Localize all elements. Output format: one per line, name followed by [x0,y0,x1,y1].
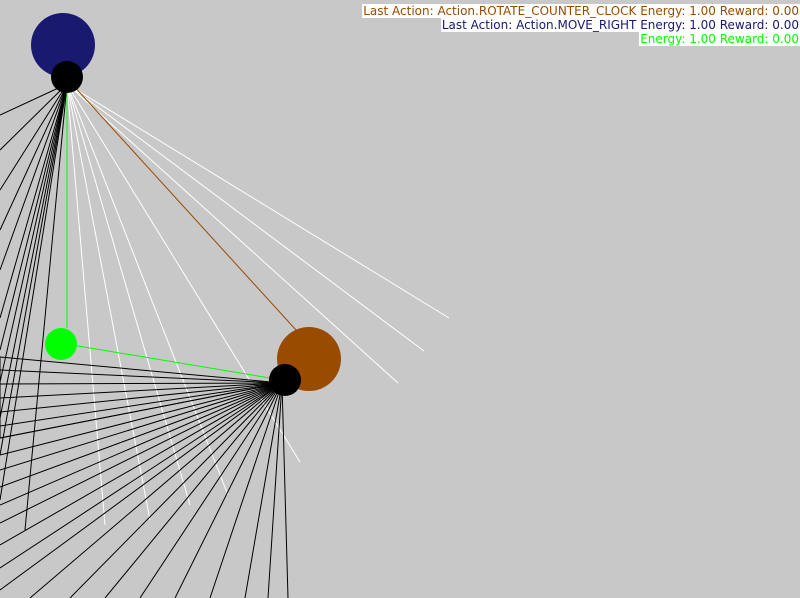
agent-sight-links [66,83,297,381]
vision-ray [24,83,68,531]
vision-ray [0,83,68,271]
green-sight-link [71,344,283,381]
vision-ray [66,83,151,521]
vision-ray [0,382,283,471]
vision-ray [0,83,68,151]
vision-ray [0,369,283,384]
vision-ray [0,83,68,351]
agent-status-hud: Last Action: Action.ROTATE_COUNTER_CLOCK… [362,0,800,46]
vision-ray [0,382,283,427]
vision-ray [139,382,283,598]
vision-ray [0,382,283,488]
vision-ray [66,83,399,384]
vision-ray [0,83,68,116]
vision-ray [69,382,283,598]
orange-agent-eye [269,364,301,396]
navy-agent-body [31,13,95,77]
vision-ray [0,382,283,439]
vision-ray [0,382,283,591]
orange-sight-link [71,83,297,331]
vision-ray [174,382,283,598]
vision-ray [66,83,191,506]
vision-ray [0,382,283,546]
vision-ray [244,382,283,598]
vision-ray [267,382,283,598]
navy-agent-status: Last Action: Action.MOVE_RIGHT Energy: 1… [440,18,800,32]
vision-ray [281,382,289,598]
vision-ray [0,83,68,319]
vision-ray [66,83,425,352]
vision-ray [66,83,301,463]
green-agent-status: Energy: 1.00 Reward: 0.00 [639,32,800,46]
vision-ray [0,382,283,456]
vision-ray [0,382,283,524]
vision-ray [104,382,283,598]
orange-agent-status: Last Action: Action.ROTATE_COUNTER_CLOCK… [362,4,800,18]
vision-ray [66,83,106,526]
vision-ray [0,83,68,231]
orange-agent-vision-rays [0,356,289,598]
vision-ray [0,83,68,191]
vision-ray [0,83,68,383]
vision-ray [66,83,450,319]
vision-ray [0,382,283,569]
vision-ray [0,83,68,456]
vision-ray [0,382,283,506]
vision-ray [29,382,283,598]
vision-ray [66,83,229,496]
vision-ray [0,382,283,413]
vision-ray [0,382,283,385]
vision-ray [0,83,68,501]
navy-agent-vision-rays [0,83,450,531]
vision-ray [0,356,283,384]
vision-ray [0,83,68,419]
navy-agent-eye [51,61,83,93]
vision-ray [209,382,283,598]
vision-ray [0,382,283,399]
green-agent-body [45,328,77,360]
